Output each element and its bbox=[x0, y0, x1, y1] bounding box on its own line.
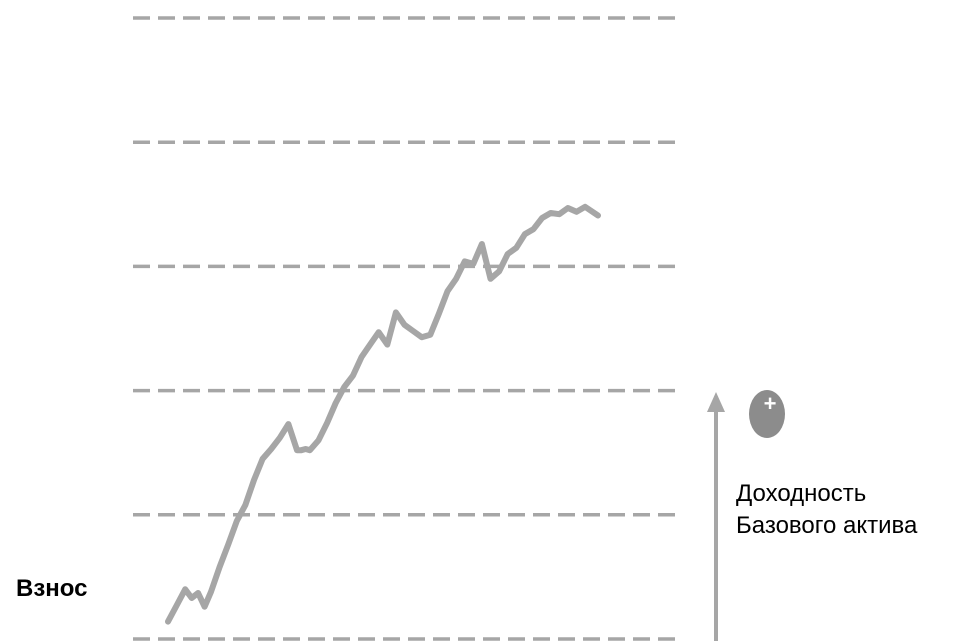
y-axis-arrow-head bbox=[707, 392, 725, 412]
plus-badge: + bbox=[749, 390, 785, 438]
axis-label-line2: Базового актива bbox=[736, 512, 918, 539]
axis-label-line1: Доходность bbox=[736, 480, 867, 507]
start-label: Взнос bbox=[16, 575, 88, 602]
plus-badge-circle bbox=[749, 390, 785, 438]
axis-label: Доходность Базового актива bbox=[736, 478, 917, 542]
plus-sign: + bbox=[764, 391, 777, 416]
series-line-0 bbox=[165, 203, 601, 625]
series-layer bbox=[165, 203, 601, 625]
y-axis-arrow bbox=[707, 392, 725, 641]
gridlines bbox=[133, 16, 683, 641]
